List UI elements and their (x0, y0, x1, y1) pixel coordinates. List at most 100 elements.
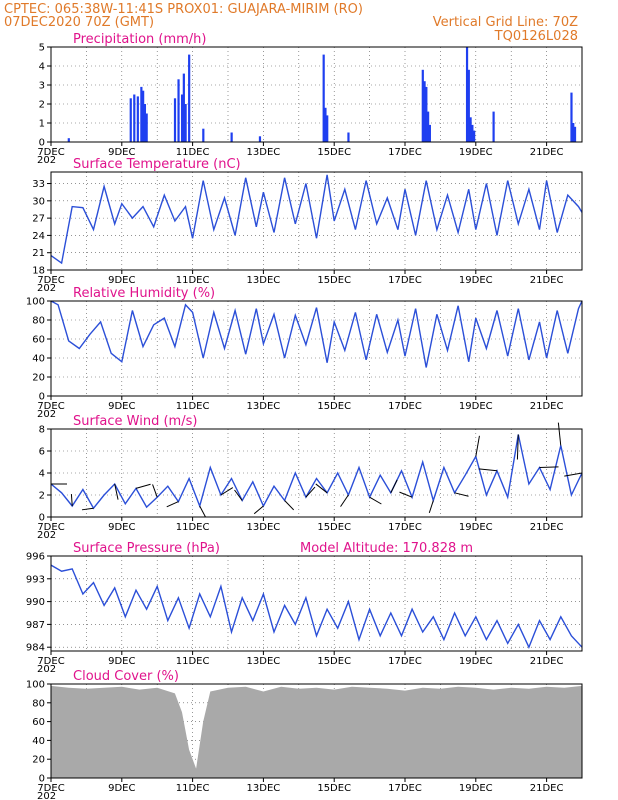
precip-bar (421, 69, 424, 142)
y-tick-label: 60 (32, 335, 45, 346)
x-tick-label: 19DEC (459, 401, 493, 412)
y-tick-label: 20 (32, 755, 45, 766)
precip-bar (145, 113, 148, 142)
x-tick-label: 9DEC (108, 401, 135, 412)
precip-bar (133, 94, 136, 142)
x-tick-label: 19DEC (459, 275, 493, 286)
wind-arrow (166, 501, 179, 508)
y-tick-label: 984 (26, 643, 45, 654)
wind-arrow (70, 493, 73, 507)
y-tick-label: 100 (26, 297, 45, 308)
y-tick-label: 0 (39, 513, 45, 524)
y-tick-label: 6 (39, 447, 45, 458)
x-tick-label: 11DEC (176, 783, 210, 794)
x-tick-label: 7DEC (37, 401, 64, 412)
precip-bar (129, 98, 132, 142)
precip-bar (467, 69, 470, 142)
x-tick-label: 7DEC (37, 147, 64, 158)
cloud-area (51, 685, 582, 778)
panel-title: Surface Temperature (nC) (73, 157, 241, 172)
x-year-fragment: 202 (37, 283, 56, 294)
header-run-date: 07DEC2020 70Z (GMT) (4, 15, 154, 30)
precip-bar (143, 104, 147, 142)
x-tick-label: 15DEC (317, 783, 351, 794)
x-tick-label: 13DEC (247, 401, 281, 412)
precip-bar (423, 81, 426, 142)
x-tick-label: 7DEC (37, 783, 64, 794)
panel-frame (50, 428, 583, 518)
x-tick-label: 17DEC (388, 522, 422, 533)
header-model-id: TQ0126L028 (494, 29, 578, 44)
wind-arrow (114, 483, 119, 500)
wind-arrow (234, 489, 243, 501)
panel-title: Precipitation (mm/h) (73, 32, 206, 47)
wind-arrow (399, 491, 413, 498)
wind-arrow (340, 494, 349, 507)
x-year-fragment: 202 (37, 155, 56, 166)
precip-bar (142, 90, 145, 142)
x-year-fragment: 202 (37, 664, 56, 675)
x-tick-label: 13DEC (247, 656, 281, 667)
x-tick-label: 17DEC (388, 656, 422, 667)
panel-frame (50, 683, 583, 779)
x-tick-label: 9DEC (108, 147, 135, 158)
x-tick-label: 17DEC (388, 783, 422, 794)
precip-bar (230, 132, 233, 142)
wind-arrow (284, 500, 295, 511)
precip-bar (188, 54, 191, 142)
x-tick-label: 21DEC (530, 147, 564, 158)
x-tick-label: 13DEC (247, 522, 281, 533)
x-tick-label: 15DEC (317, 275, 351, 286)
y-tick-label: 2 (39, 491, 45, 502)
wind-arrow (369, 496, 382, 505)
precip-bar (570, 92, 573, 142)
panel-4: 984 987 990 993 996 7DEC 9DEC 11DEC 13DEC 15DEC 17… (26, 541, 583, 675)
series-line (50, 174, 583, 265)
wind-arrow (475, 435, 480, 457)
x-tick-label: 13DEC (247, 147, 281, 158)
panels: 0 1 2 3 4 5 7DEC 9DEC 11DEC 13DEC 15DEC 17DEC 19DEC 2… (26, 32, 583, 800)
y-tick-label: 4 (39, 62, 45, 73)
panel-1: 18 21 24 27 30 33 7DEC 9DEC 11DEC 13DEC 15DEC 17DEC… (32, 157, 583, 294)
precip-bar (184, 104, 187, 142)
y-tick-label: 30 (32, 196, 45, 207)
precip-bar (469, 117, 472, 142)
precip-bar (428, 124, 431, 142)
precip-bar (465, 47, 469, 142)
panel-title: Relative Humidity (%) (73, 286, 215, 301)
series-line (50, 434, 583, 510)
x-tick-label: 17DEC (388, 401, 422, 412)
x-tick-label: 11DEC (176, 656, 210, 667)
y-tick-label: 40 (32, 354, 45, 365)
wind-arrow (135, 483, 151, 489)
x-tick-label: 17DEC (388, 275, 422, 286)
y-tick-label: 1 (39, 119, 45, 130)
panel-2: 0 20 40 60 80 100 7DEC 9DEC 11DEC 13DEC 15DEC 17DEC… (26, 286, 583, 420)
precip-bar (326, 115, 329, 142)
wind-arrow (81, 507, 94, 511)
x-tick-label: 13DEC (247, 783, 281, 794)
x-tick-label: 9DEC (108, 783, 135, 794)
x-tick-label: 15DEC (317, 656, 351, 667)
y-tick-label: 8 (39, 425, 45, 436)
y-tick-label: 100 (26, 680, 45, 691)
y-tick-label: 27 (32, 214, 45, 225)
header-line1: CPTEC: 065:38W-11:41S PROX01: GUAJARA-MI… (4, 2, 363, 17)
wind-arrow (199, 505, 206, 517)
x-year-fragment: 202 (37, 530, 56, 541)
series-line (50, 300, 583, 368)
x-tick-label: 15DEC (317, 401, 351, 412)
y-tick-label: 0 (39, 392, 45, 403)
wind-arrow (390, 479, 398, 494)
x-tick-label: 19DEC (459, 522, 493, 533)
y-tick-label: 24 (32, 231, 45, 242)
precip-bar (177, 79, 180, 142)
y-tick-label: 18 (32, 266, 45, 277)
y-tick-label: 2 (39, 100, 45, 111)
x-tick-label: 11DEC (176, 401, 210, 412)
x-tick-label: 9DEC (108, 522, 135, 533)
panel-5: 0 20 40 60 80 100 7DEC 9DEC 11DEC 13DEC 15DEC 17DEC… (26, 669, 583, 800)
series-line (50, 564, 583, 649)
x-tick-label: 21DEC (530, 275, 564, 286)
